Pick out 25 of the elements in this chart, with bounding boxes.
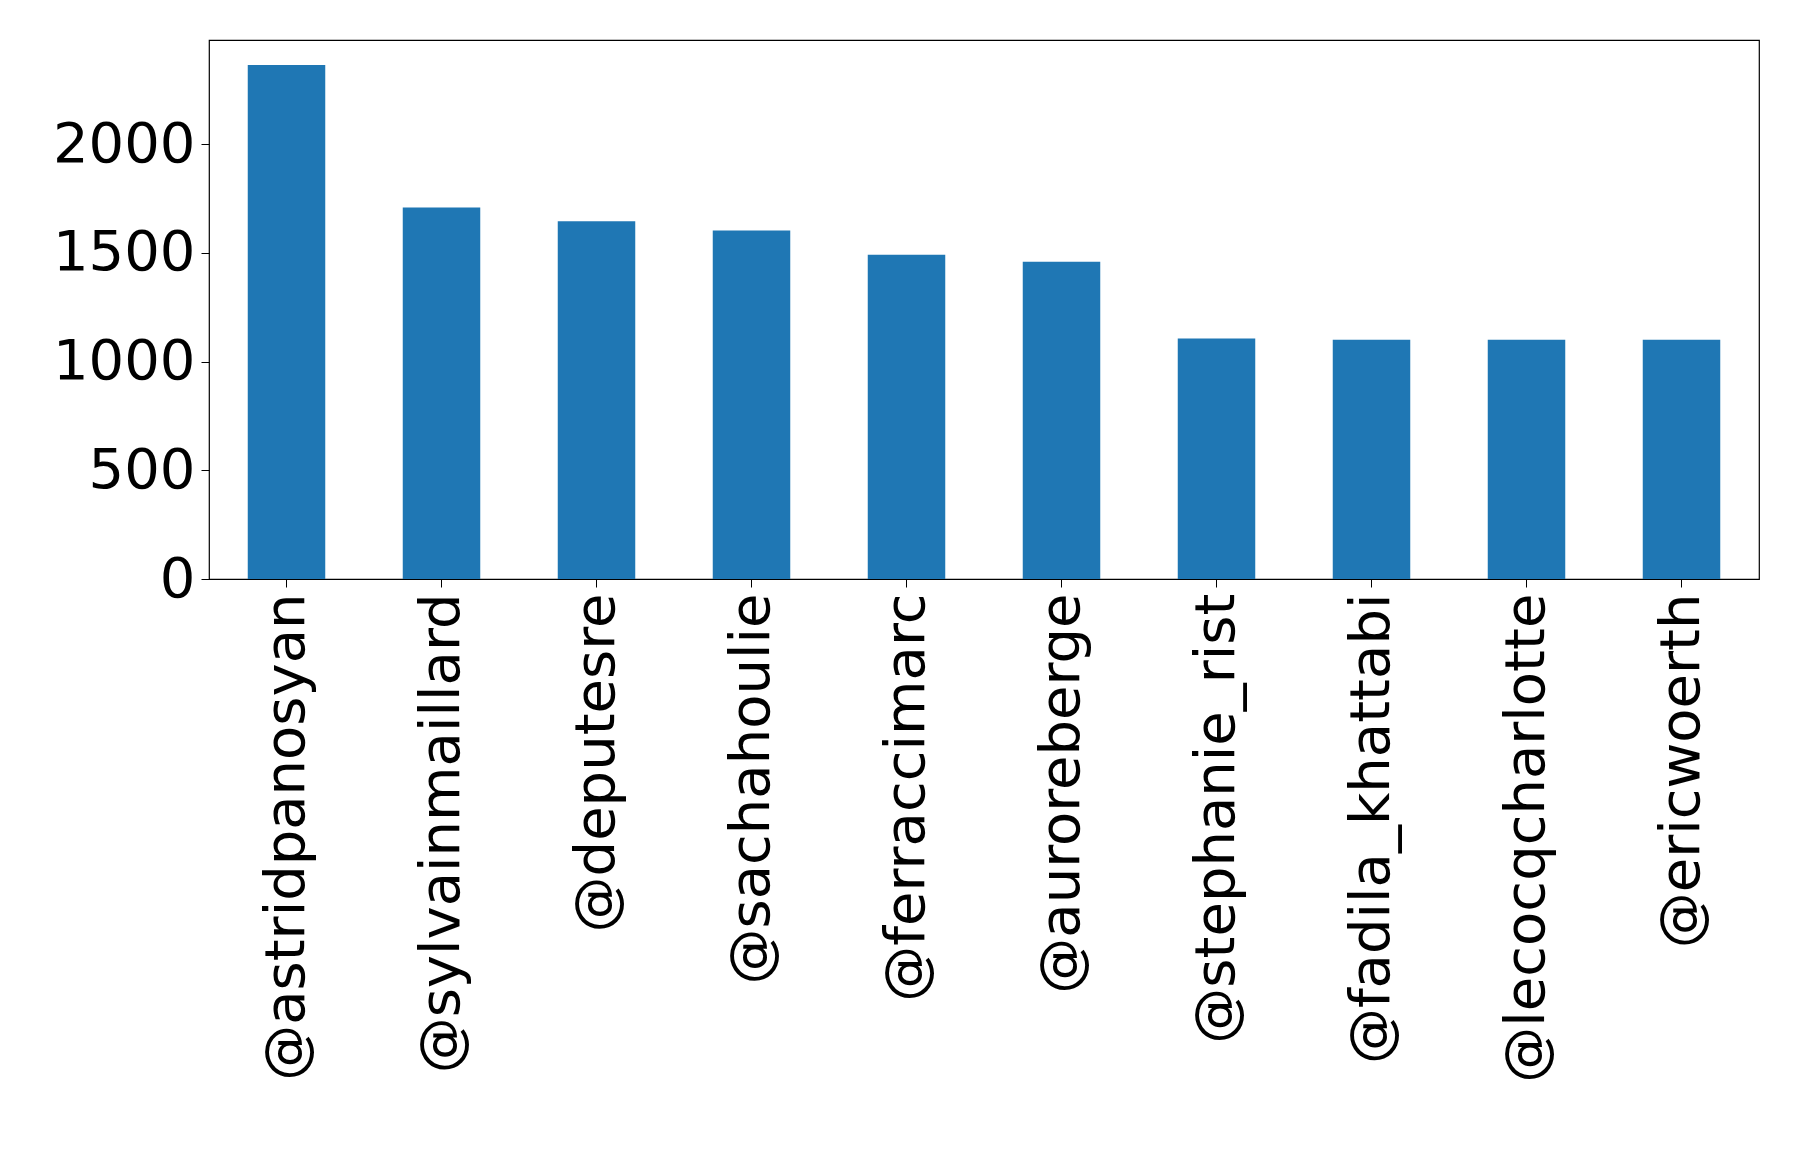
x-tick-label: @ericwoerth — [1646, 593, 1712, 949]
x-tick-label: @fadila_khattabi — [1336, 593, 1402, 1065]
x-tick-label: @sachahoulie — [716, 593, 782, 985]
y-tick-label: 2000 — [52, 109, 196, 175]
x-tick-label: @astridpanosyan — [251, 593, 317, 1081]
bar — [247, 64, 326, 579]
x-tick-label: @auroreberge — [1026, 593, 1092, 994]
y-tick-label: 1000 — [52, 327, 196, 393]
bar — [1332, 339, 1411, 579]
x-tick-label: @ferraccimarc — [871, 593, 937, 1002]
bar — [1487, 339, 1566, 579]
x-tick-label: @lecocqcharlotte — [1491, 593, 1557, 1083]
bar — [1642, 339, 1721, 579]
bar — [402, 207, 481, 579]
bar — [1022, 261, 1101, 579]
y-tick-label: 0 — [159, 544, 196, 610]
y-tick-label: 1500 — [52, 218, 196, 284]
bar — [557, 221, 636, 579]
x-tick-label: @stephanie_rist — [1181, 593, 1247, 1044]
bar — [712, 230, 791, 579]
bar — [1177, 338, 1256, 579]
x-tick-label: @sylvainmaillard — [406, 593, 472, 1074]
bar — [867, 254, 946, 579]
x-tick-label: @deputesre — [561, 593, 627, 933]
y-tick-label: 500 — [88, 435, 196, 501]
